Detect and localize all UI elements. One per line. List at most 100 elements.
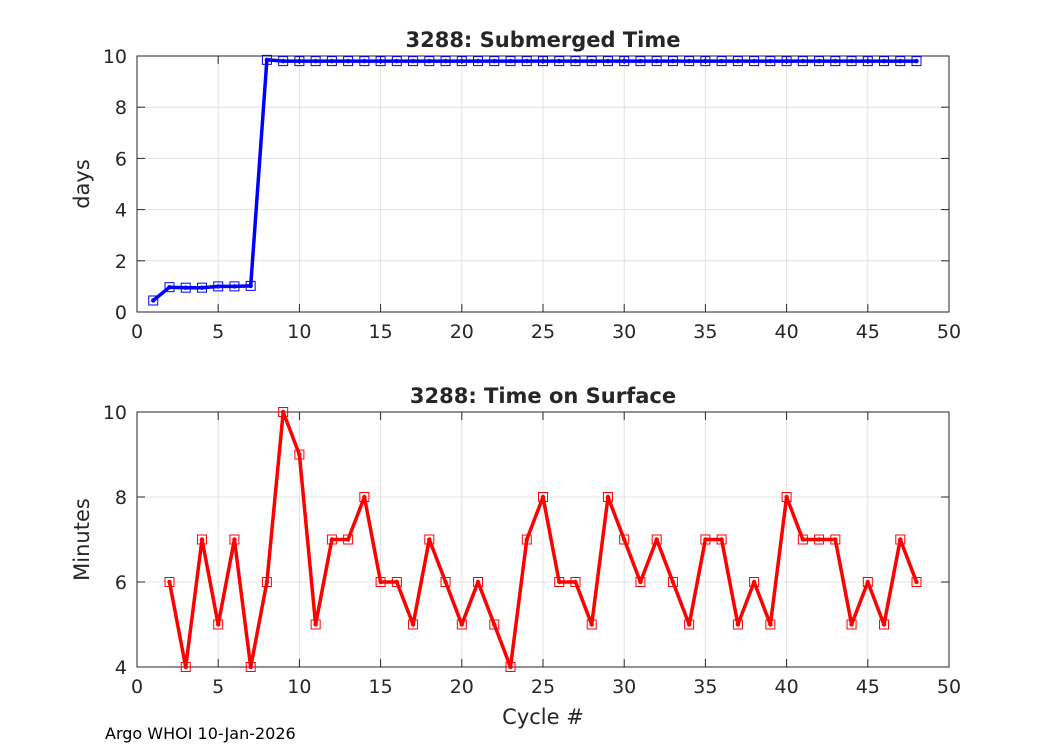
data-point-marker: [538, 492, 548, 502]
data-point-dot: [329, 537, 335, 542]
data-point-dot: [751, 579, 757, 585]
data-point-dot: [475, 58, 481, 64]
data-point-marker: [326, 56, 337, 67]
data-point-marker: [862, 56, 873, 67]
data-point-dot: [151, 298, 156, 303]
data-point-dot: [427, 58, 432, 64]
data-point-dot: [622, 58, 627, 64]
submerged-time-chart: 0 5 10 15 20 25 30 35 40 45 50 0 2 4 6 8 10 3288: Submerg…: [70, 28, 961, 343]
data-point-dot: [264, 57, 270, 63]
x-tick-label: 20: [450, 676, 474, 698]
data-point-dot: [410, 622, 416, 627]
data-point-marker: [294, 56, 305, 67]
data-point-dot: [654, 58, 659, 64]
data-point-marker: [651, 534, 662, 545]
data-point-marker: [180, 282, 191, 293]
x-tick-label: 50: [937, 676, 961, 698]
data-point-marker: [343, 56, 354, 67]
data-point-marker: [586, 56, 597, 67]
data-point-dot: [735, 622, 741, 627]
data-point-marker: [505, 662, 516, 672]
data-point-marker: [424, 534, 435, 545]
x-tick-label: 25: [531, 321, 555, 343]
data-point-dot: [508, 58, 513, 64]
data-point-marker: [797, 534, 808, 545]
data-point-marker: [196, 534, 207, 545]
data-point-dot: [557, 58, 562, 64]
data-point-marker: [180, 662, 191, 672]
data-point-marker: [278, 56, 289, 67]
data-point-dot: [524, 537, 529, 542]
x-tick-label: 45: [856, 676, 880, 698]
data-point-marker: [343, 534, 354, 545]
data-point-marker: [570, 56, 581, 67]
data-point-marker: [294, 449, 305, 460]
data-point-dot: [703, 58, 708, 64]
data-point-marker: [408, 56, 419, 67]
data-point-dot: [865, 58, 870, 64]
data-point-dot: [719, 537, 724, 542]
data-point-dot: [216, 622, 221, 627]
x-tick-label: 0: [131, 321, 143, 343]
data-point-marker: [862, 577, 873, 587]
data-point-dot: [264, 579, 270, 585]
data-point-marker: [424, 56, 435, 67]
data-point-dot: [297, 452, 302, 457]
data-point-dot: [297, 58, 302, 64]
data-point-dot: [833, 537, 838, 542]
data-point-marker: [261, 54, 272, 65]
data-point-marker: [619, 534, 630, 545]
data-point-dot: [751, 58, 757, 64]
data-point-marker: [554, 56, 565, 67]
data-point-dot: [605, 58, 611, 64]
x-tick-label: 10: [287, 321, 311, 343]
data-point-marker: [732, 619, 743, 630]
x-tick-label: 5: [212, 676, 224, 698]
data-point-dot: [670, 58, 676, 64]
data-point-marker: [326, 534, 337, 545]
data-point-dot: [313, 622, 318, 627]
data-point-marker: [391, 56, 402, 67]
data-point-dot: [703, 537, 708, 542]
data-point-dot: [410, 58, 416, 64]
data-point-marker: [245, 662, 256, 672]
data-point-dot: [167, 579, 172, 585]
data-point-dot: [605, 494, 611, 500]
x-tick-label: 20: [450, 321, 474, 343]
x-axis-label: Cycle #: [502, 705, 584, 729]
data-point-marker: [521, 56, 532, 67]
data-point-marker: [473, 56, 484, 67]
data-point-dot: [508, 664, 513, 670]
data-point-dot: [719, 58, 724, 64]
data-point-dot: [524, 58, 529, 64]
data-point-marker: [651, 56, 662, 67]
data-point-marker: [538, 56, 548, 67]
data-point-dot: [573, 58, 578, 64]
x-tick-label: 40: [775, 676, 799, 698]
series-line: [152, 58, 917, 302]
data-point-marker: [814, 534, 825, 545]
y-tick-label: 0: [115, 302, 127, 324]
x-tick-label: 15: [369, 321, 393, 343]
data-point-dot: [816, 58, 822, 64]
data-point-dot: [362, 58, 367, 64]
data-point-marker: [278, 407, 289, 417]
data-point-marker: [846, 619, 857, 630]
data-point-dot: [329, 58, 335, 64]
data-point-dot: [914, 58, 919, 64]
data-point-marker: [375, 56, 386, 67]
x-tick-label: 5: [212, 321, 224, 343]
data-point-dot: [881, 58, 887, 64]
data-point-dot: [914, 579, 919, 585]
data-point-marker: [148, 295, 159, 306]
data-point-marker: [716, 534, 727, 545]
data-point-dot: [394, 579, 400, 585]
x-tick-label: 50: [937, 321, 961, 343]
data-point-dot: [345, 58, 351, 64]
data-point-marker: [408, 619, 419, 630]
data-point-dot: [443, 58, 448, 64]
data-point-marker: [716, 56, 727, 67]
data-point-marker: [635, 56, 646, 67]
x-tick-label: 0: [131, 676, 143, 698]
